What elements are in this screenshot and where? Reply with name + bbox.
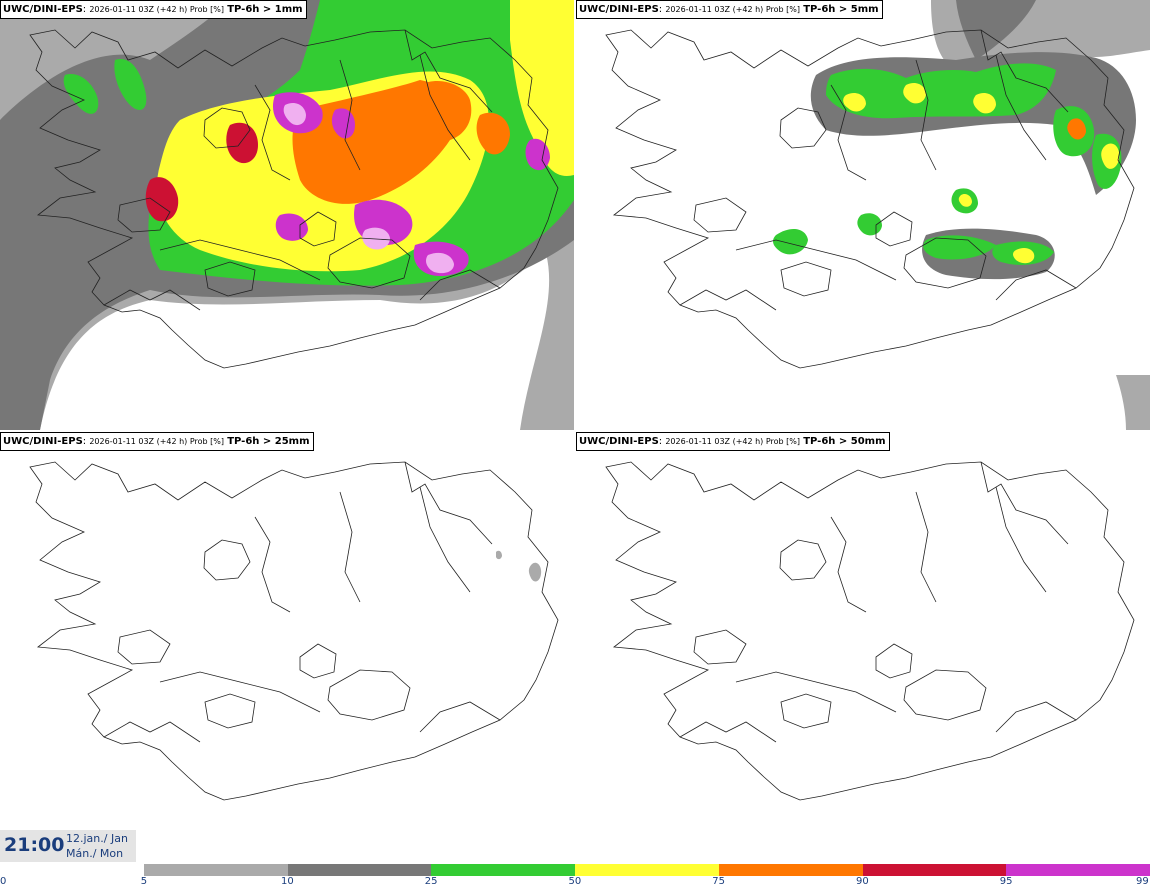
probability-map-5mm	[605, 0, 1150, 430]
probability-map-25mm	[29, 461, 559, 801]
color-scale-segment	[862, 864, 1007, 876]
color-scale-segment	[431, 864, 575, 876]
valid-date-line-1: 12.jan./ Jan	[66, 832, 128, 845]
color-scale-tick-label: 95	[999, 876, 1013, 887]
valid-date-line-2: Mán./ Mon	[66, 847, 124, 860]
color-scale-segment	[0, 864, 144, 876]
panel-header: UWC/DINI-EPS: 2026-01-11 03Z (+42 h) Pro…	[0, 432, 314, 451]
map-panel-1mm: UWC/DINI-EPS: 2026-01-11 03Z (+42 h) Pro…	[0, 0, 574, 430]
field-name: TP-6h > 1mm	[227, 4, 303, 15]
color-scale-segment	[718, 864, 863, 876]
field-name: TP-6h > 5mm	[803, 4, 879, 15]
color-scale-tick-label: 90	[856, 876, 869, 887]
color-scale-segment	[575, 864, 719, 876]
run-info: 2026-01-11 03Z (+42 h) Prob [%]	[89, 5, 225, 14]
model-name: UWC/DINI-EPS	[579, 436, 659, 447]
field-name: TP-6h > 25mm	[227, 436, 310, 447]
color-scale-segment	[1006, 864, 1150, 876]
map-panel-50mm: UWC/DINI-EPS: 2026-01-11 03Z (+42 h) Pro…	[576, 432, 1150, 862]
run-info: 2026-01-11 03Z (+42 h) Prob [%]	[665, 5, 801, 14]
color-scale-tick-label: 10	[281, 876, 294, 887]
valid-time: 21:00	[4, 834, 65, 856]
run-info: 2026-01-11 03Z (+42 h) Prob [%]	[665, 437, 801, 446]
field-name: TP-6h > 50mm	[803, 436, 886, 447]
model-name: UWC/DINI-EPS	[3, 436, 83, 447]
color-scale-tick-label: 25	[424, 876, 438, 887]
map-panel-5mm: UWC/DINI-EPS: 2026-01-11 03Z (+42 h) Pro…	[576, 0, 1150, 430]
map-panel-25mm: UWC/DINI-EPS: 2026-01-11 03Z (+42 h) Pro…	[0, 432, 574, 862]
panel-header: UWC/DINI-EPS: 2026-01-11 03Z (+42 h) Pro…	[576, 0, 883, 19]
probability-map-50mm	[605, 461, 1135, 801]
valid-time-box: 21:00 12.jan./ Jan Mán./ Mon	[0, 830, 136, 862]
run-info: 2026-01-11 03Z (+42 h) Prob [%]	[89, 437, 225, 446]
panel-header: UWC/DINI-EPS: 2026-01-11 03Z (+42 h) Pro…	[0, 0, 307, 19]
color-scale-tick-label: 5	[140, 876, 148, 887]
panel-header: UWC/DINI-EPS: 2026-01-11 03Z (+42 h) Pro…	[576, 432, 890, 451]
model-name: UWC/DINI-EPS	[579, 4, 659, 15]
color-scale-segment	[287, 864, 432, 876]
probability-map-1mm	[0, 0, 574, 430]
color-scale-bar: 0 5 10 25 50 75 90 95 99	[0, 862, 1150, 891]
color-scale-tick-label: 75	[712, 876, 725, 887]
color-scale-tick-label: 50	[568, 876, 582, 887]
color-scale-tick-label: 0	[0, 876, 7, 887]
color-scale-segment	[143, 864, 288, 876]
color-scale-tick-label: 99	[1136, 876, 1149, 887]
model-name: UWC/DINI-EPS	[3, 4, 83, 15]
